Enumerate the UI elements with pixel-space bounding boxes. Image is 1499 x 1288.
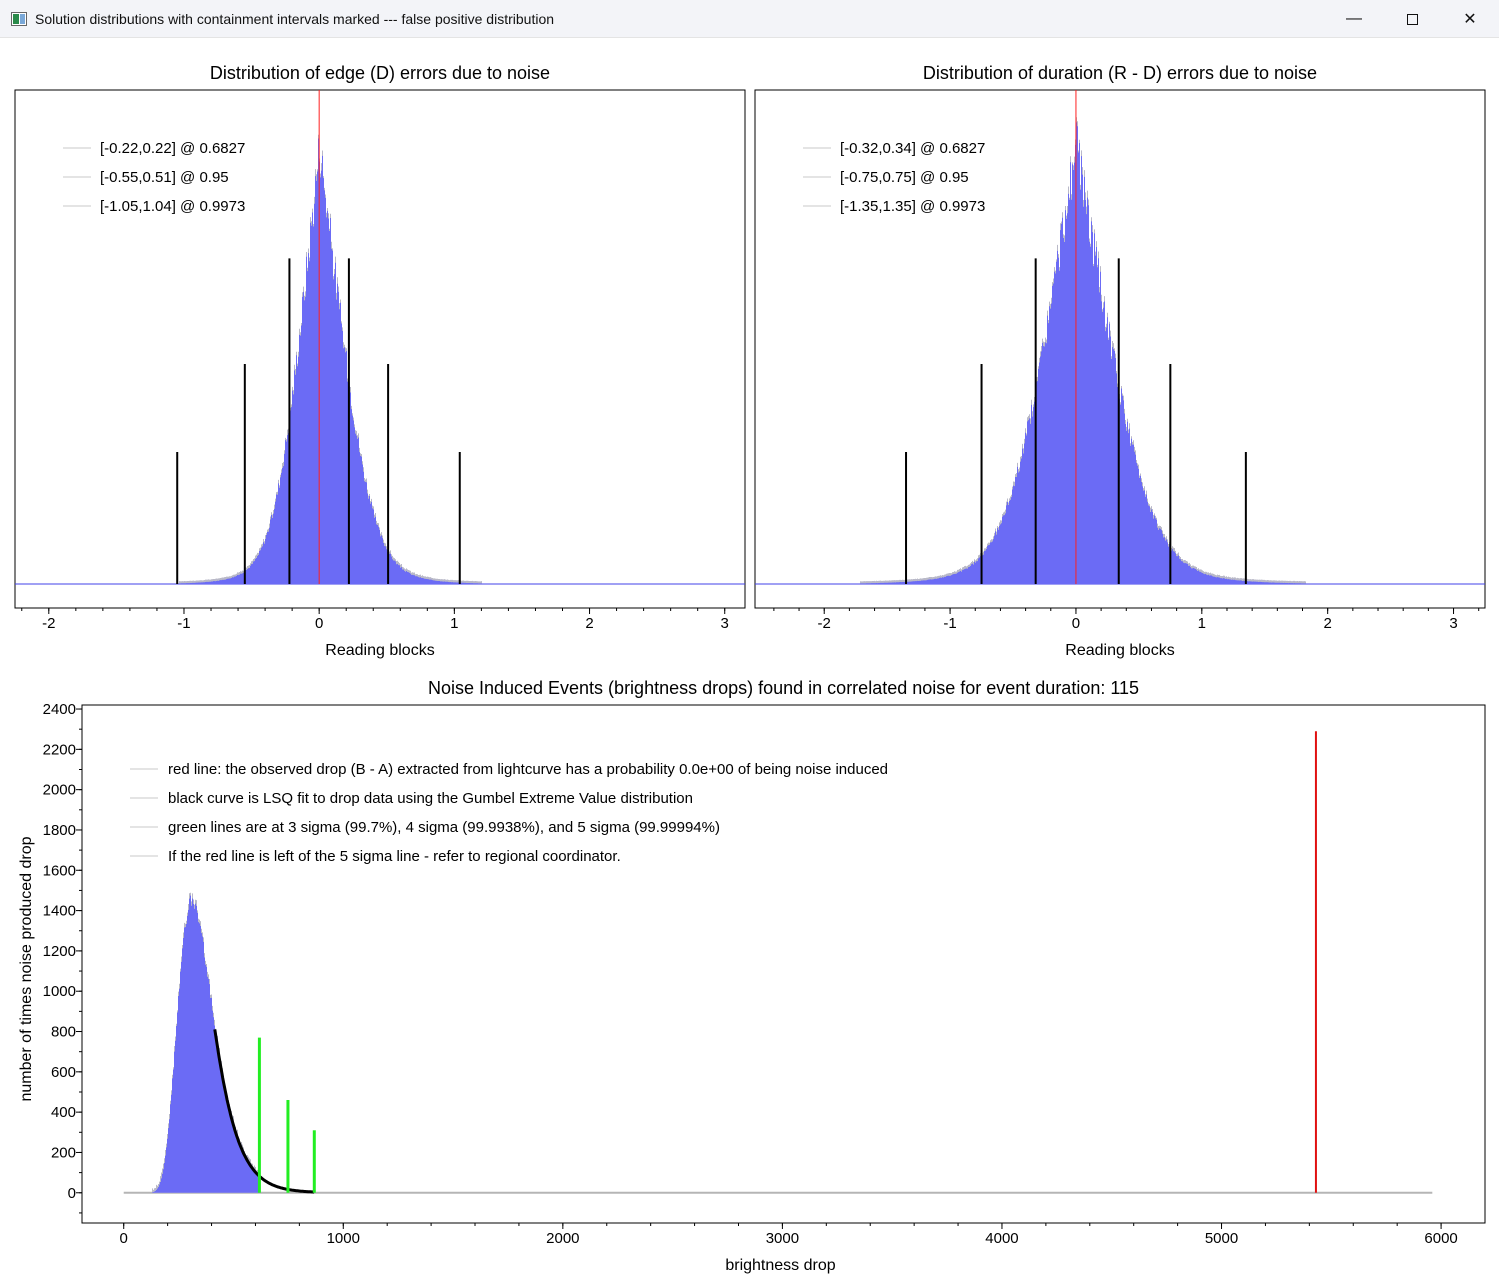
x-tick-label: 1 [450, 615, 458, 632]
chart-title: Distribution of duration (R - D) errors … [923, 63, 1317, 83]
x-tick-label: 3 [721, 615, 729, 632]
y-tick-label: 2400 [43, 701, 76, 718]
x-tick-label: 0 [1072, 615, 1080, 632]
window-titlebar: Solution distributions with containment … [0, 0, 1499, 38]
x-tick-label: 2 [585, 615, 593, 632]
x-axis-label: brightness drop [725, 1257, 835, 1274]
legend-entry: [-0.32,0.34] @ 0.6827 [840, 140, 985, 157]
x-tick-label: 2 [1324, 615, 1332, 632]
minimize-icon: — [1346, 10, 1362, 27]
gumbel-fit-curve [213, 1029, 315, 1194]
app-icon [11, 12, 27, 26]
maximize-icon [1406, 13, 1418, 25]
y-tick-label: 1800 [43, 822, 76, 839]
minimize-button[interactable]: — [1325, 0, 1383, 38]
x-tick-label: -1 [943, 615, 956, 632]
x-tick-label: -1 [177, 615, 190, 632]
y-tick-label: 2200 [43, 741, 76, 758]
chart-title: Distribution of edge (D) errors due to n… [210, 63, 550, 83]
x-axis-label: Reading blocks [325, 642, 434, 659]
legend-entry: [-0.75,0.75] @ 0.95 [840, 169, 969, 186]
x-tick-label: 0 [120, 1230, 128, 1247]
plot-frame [81, 704, 1486, 1224]
y-tick-label: 0 [68, 1185, 76, 1202]
y-tick-label: 400 [51, 1104, 76, 1121]
y-tick-label: 1200 [43, 943, 76, 960]
y-tick-label: 1400 [43, 903, 76, 920]
charts-canvas: Distribution of edge (D) errors due to n… [14, 63, 1486, 1274]
y-tick-label: 600 [51, 1064, 76, 1081]
window-title: Solution distributions with containment … [35, 11, 555, 27]
y-axis-label: number of times noise produced drop [18, 836, 35, 1101]
panel-2: Noise Induced Events (brightness drops) … [18, 678, 1486, 1274]
chart-title: Noise Induced Events (brightness drops) … [428, 678, 1139, 698]
x-tick-label: 4000 [985, 1230, 1018, 1247]
y-tick-label: 1000 [43, 983, 76, 1000]
x-axis-label: Reading blocks [1065, 642, 1174, 659]
x-tick-label: -2 [42, 615, 55, 632]
legend-entry: green lines are at 3 sigma (99.7%), 4 si… [168, 819, 720, 836]
maximize-button[interactable] [1383, 0, 1441, 38]
panel-1: Distribution of duration (R - D) errors … [754, 63, 1486, 659]
legend-entry: [-1.35,1.35] @ 0.9973 [840, 198, 985, 215]
panel-0: Distribution of edge (D) errors due to n… [14, 63, 746, 659]
x-tick-label: 3000 [766, 1230, 799, 1247]
y-tick-label: 2000 [43, 782, 76, 799]
x-tick-label: 1000 [327, 1230, 360, 1247]
y-tick-label: 1600 [43, 862, 76, 879]
legend-entry: black curve is LSQ fit to drop data usin… [168, 790, 693, 807]
x-tick-label: 6000 [1424, 1230, 1457, 1247]
x-tick-label: 2000 [546, 1230, 579, 1247]
legend-entry: [-0.55,0.51] @ 0.95 [100, 169, 229, 186]
legend-entry: If the red line is left of the 5 sigma l… [168, 848, 621, 865]
legend-entry: [-0.22,0.22] @ 0.6827 [100, 140, 245, 157]
y-tick-label: 200 [51, 1144, 76, 1161]
y-tick-label: 800 [51, 1024, 76, 1041]
x-tick-label: 3 [1449, 615, 1457, 632]
x-tick-label: -2 [818, 615, 831, 632]
close-button[interactable]: ✕ [1441, 0, 1499, 38]
x-tick-label: 0 [315, 615, 323, 632]
close-icon: ✕ [1463, 11, 1477, 28]
legend-entry: red line: the observed drop (B - A) extr… [168, 761, 888, 778]
legend-entry: [-1.05,1.04] @ 0.9973 [100, 198, 245, 215]
histogram-bars [860, 117, 1306, 584]
x-tick-label: 5000 [1205, 1230, 1238, 1247]
plot-frame [14, 89, 746, 609]
x-tick-label: 1 [1198, 615, 1206, 632]
